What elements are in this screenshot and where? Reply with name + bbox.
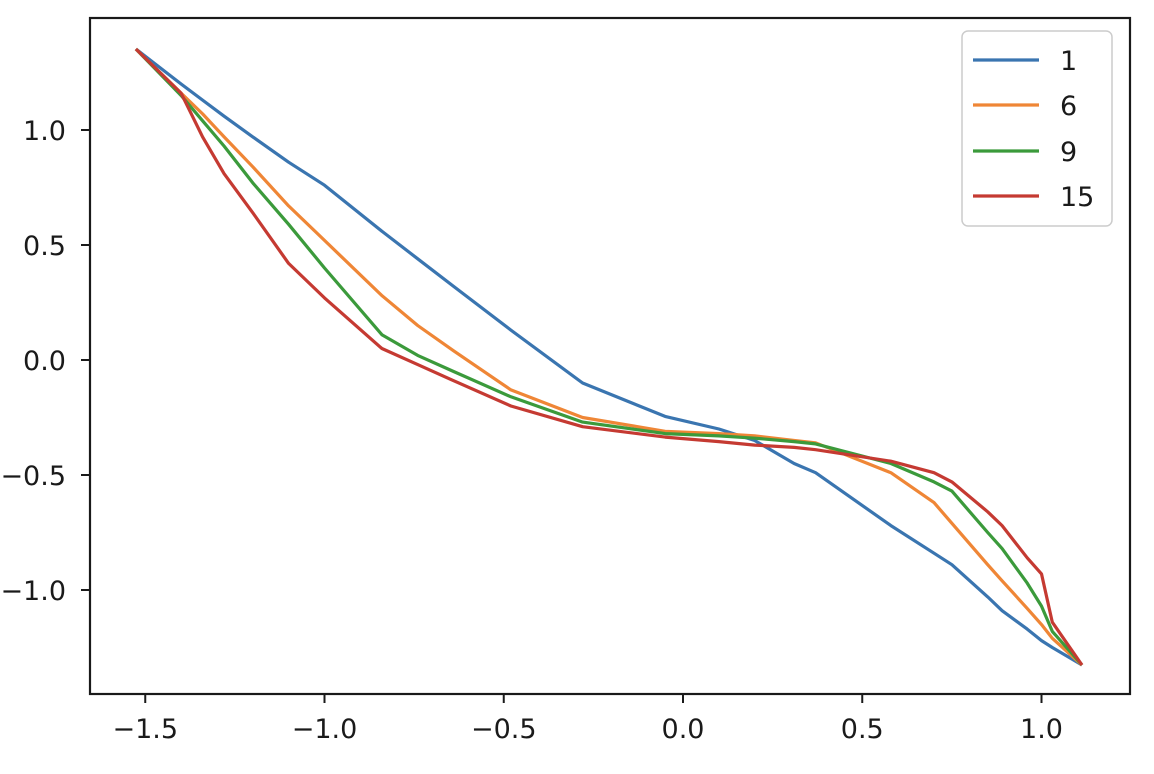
series-lines xyxy=(134,47,1084,667)
legend: 1 6 9 15 xyxy=(961,30,1113,227)
x-tick-label: −1.0 xyxy=(292,714,358,745)
series-line-15 xyxy=(134,47,1084,666)
y-tick-label: −1.0 xyxy=(0,576,66,607)
legend-item-6: 6 xyxy=(973,91,1077,122)
y-tick-label: −0.5 xyxy=(0,461,66,492)
legend-item-15: 15 xyxy=(973,182,1094,213)
legend-item-1: 1 xyxy=(973,46,1077,77)
x-tick-label: −1.5 xyxy=(112,714,178,745)
x-tick-label: −0.5 xyxy=(471,714,537,745)
y-tick-label: 1.0 xyxy=(23,116,66,147)
legend-box xyxy=(961,30,1113,227)
y-tick-label: 0.0 xyxy=(23,346,66,377)
legend-label: 15 xyxy=(1060,182,1094,213)
legend-item-9: 9 xyxy=(973,137,1077,168)
legend-label: 6 xyxy=(1060,91,1077,122)
x-tick-label: 1.0 xyxy=(1020,714,1063,745)
series-line-6 xyxy=(134,47,1084,667)
x-axis: −1.5 −1.0 −0.5 0.0 0.5 1.0 xyxy=(112,694,1063,745)
x-tick-label: 0.0 xyxy=(662,714,705,745)
axes-frame xyxy=(88,16,1132,696)
legend-label: 9 xyxy=(1060,137,1077,168)
y-axis: 1.0 0.5 0.0 −0.5 −1.0 xyxy=(0,116,90,607)
x-tick-label: 0.5 xyxy=(841,714,884,745)
legend-label: 1 xyxy=(1060,46,1077,77)
series-line-1 xyxy=(134,47,1083,667)
y-tick-label: 0.5 xyxy=(23,231,66,262)
series-line-9 xyxy=(134,47,1084,667)
